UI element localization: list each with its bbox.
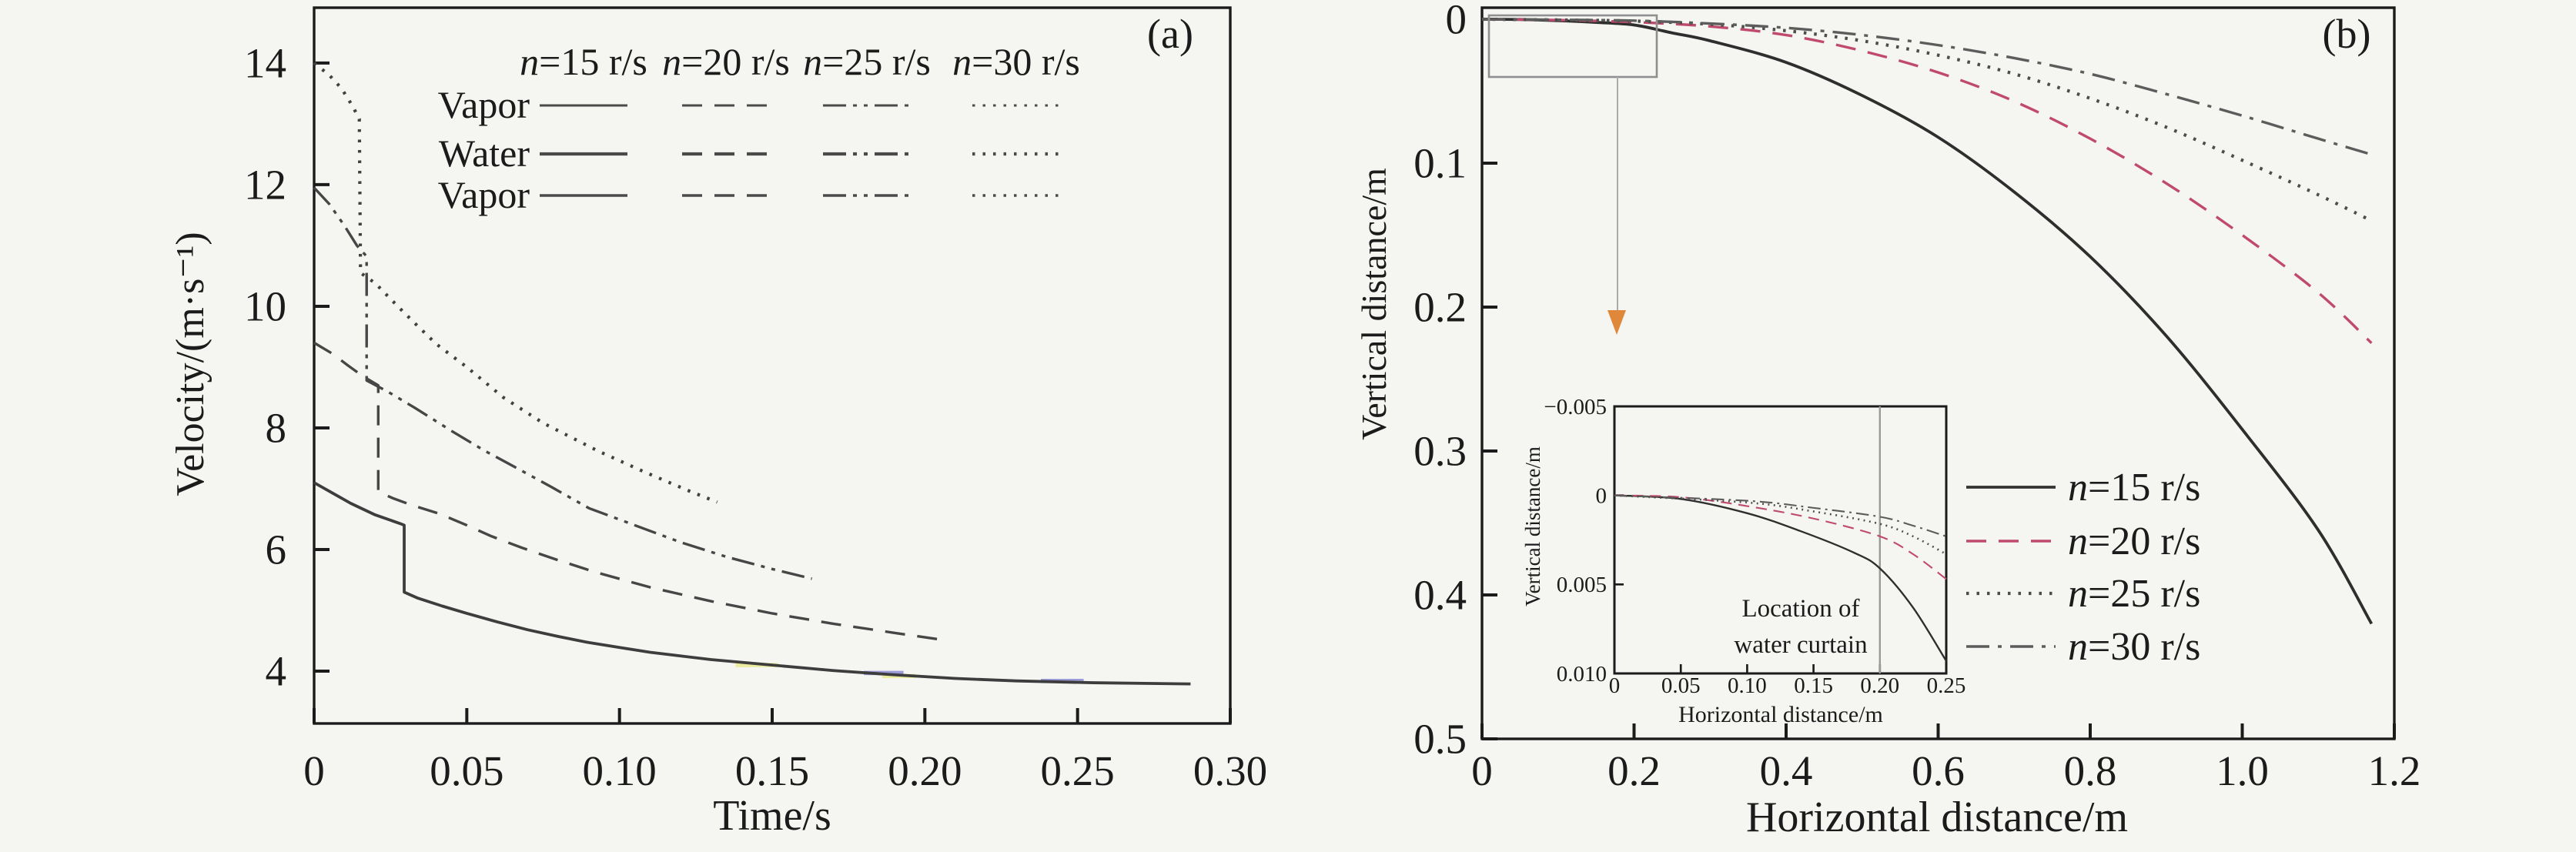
x-tick-label: 1.0 [2216,747,2269,794]
x-tick-label: 0 [1609,673,1621,698]
inset-plot-box [1613,405,1948,675]
series-line-n20rs [1614,494,1947,580]
series-line-n15rs [1614,494,1948,662]
y-tick-label: 10 [244,283,286,330]
x-tick-label: 0.8 [2064,747,2117,794]
legend-a-header-rest: =20 r/s [681,40,790,83]
panel-b-zoom-callout [1487,14,1658,335]
panel-b-label: (b) [2323,11,2371,57]
panel-a-plot-content: 0 0.05 0.10 0.15 0.20 0.25 0.30 4 6 8 10 12 14 [244,40,1267,794]
legend-a-header-var: n [662,40,681,83]
panel-b-plot-content: 0 0.2 0.4 0.6 0.8 1.0 1.2 0 0.1 0.2 0.3 0.4 0.5 [1413,0,2420,794]
panel-a-label: (a) [1147,11,1193,57]
legend-a-header: n=25 r/s [803,40,931,83]
x-tick-label: 1.2 [2368,747,2421,794]
x-tick-label: 0.15 [1794,673,1833,698]
panel-a-x-axis-label: Time/s [713,792,831,840]
legend-a-row-label: Water [439,132,530,175]
series-line-n15rs [313,481,1191,686]
legend-a-header-var: n [952,40,972,83]
legend-b-entry-label: n=20 r/s [2068,520,2200,563]
location-label-line2: water curtain [1734,631,1867,659]
x-tick-label: 0.4 [1760,747,1813,794]
inset-y-axis-label: Vertical distance/m [1521,446,1544,606]
y-tick-label: 12 [244,162,286,209]
y-tick-label: 6 [266,526,287,573]
series-line-n25rs [313,186,812,580]
y-tick-label: 0.005 [1557,573,1607,597]
legend-b-entry-var: n [2068,572,2088,616]
legend-b-entry-var: n [2068,625,2088,669]
inset-x-axis-label: Horizontal distance/m [1678,702,1883,727]
y-tick-label: 4 [266,648,287,695]
location-label-line1: Location of [1741,595,1859,623]
x-tick-label: 0.25 [1041,747,1115,794]
x-tick-label: 0.15 [735,747,809,794]
x-tick-label: 0.6 [1912,747,1965,794]
legend-b-entry-rest: =30 r/s [2088,625,2200,669]
y-tick-label: −0.005 [1544,395,1607,419]
legend-b-entry-rest: =25 r/s [2088,572,2200,616]
y-tick-label: 0 [1446,0,1467,43]
x-tick-label: 0.10 [583,747,657,794]
x-tick-label: 0 [303,747,325,794]
series-line-n25rs [1481,17,2373,222]
y-tick-label: 0.3 [1413,428,1467,475]
panel-a-y-axis-label: Velocity/(m·s⁻¹) [169,232,212,496]
legend-b-entry-rest: =20 r/s [2088,520,2200,563]
series-line-n15rs [1481,18,2374,625]
y-tick-label: 0.5 [1413,716,1467,763]
panel-b-inset: 0 0.05 0.10 0.15 0.20 0.25 −0.005 0 0.005 0.010 H… [1521,395,1965,727]
y-tick-label: 0.010 [1557,662,1607,687]
legend-a-header: n=20 r/s [662,40,790,83]
legend-a-row-label: Vapor [438,83,530,126]
legend-a-header-rest: =30 r/s [972,40,1080,83]
series-line-n20rs [313,341,941,641]
legend-a-header: n=15 r/s [520,40,647,83]
legend-b-entry-label: n=30 r/s [2068,625,2200,669]
x-tick-label: 0.2 [1607,747,1661,794]
series-line-n20rs [1481,18,2373,344]
legend-b-entry-label: n=15 r/s [2068,466,2200,510]
legend-a-header-var: n [803,40,822,83]
legend-b-entry-var: n [2068,520,2088,563]
panel-b-y-axis-label: Vertical distance/m [1354,168,1393,440]
inset-plot-content: 0 0.05 0.10 0.15 0.20 0.25 −0.005 0 0.005 0.010 [1544,395,1965,698]
x-tick-label: 0.05 [430,747,503,794]
legend-a-header-rest: =25 r/s [822,40,931,83]
legend-b-entry-rest: =15 r/s [2088,466,2200,510]
x-tick-label: 0.25 [1927,673,1966,698]
panel-b: 0 0.2 0.4 0.6 0.8 1.0 1.200.10.20.30.40.5 n=15… [1354,0,2420,841]
y-tick-label: 0.1 [1413,140,1467,187]
x-tick-label: 0.20 [1860,673,1899,698]
x-tick-label: 0.05 [1661,673,1701,698]
zoom-region-box [1487,14,1658,79]
legend-a-header-var: n [520,40,539,83]
legend-a-header: n=30 r/s [952,40,1080,83]
y-tick-label: 0.4 [1413,572,1467,619]
series-line-n30rs [1614,494,1947,537]
panel-b-legend: n=15 r/sn=20 r/sn=25 r/sn=30 r/s [1966,466,2200,669]
x-tick-label: 0.30 [1193,747,1267,794]
legend-b-entry-label: n=25 r/s [2068,572,2200,616]
legend-a-row-label: Vapor [438,173,530,216]
legend-b-entry-var: n [2068,466,2088,510]
y-tick-label: 8 [266,405,287,452]
series-line-n30rs [313,62,718,504]
series-line-n30rs [1481,18,2372,156]
panel-a-legend: n=15 r/s n=20 r/s n=25 r/s n=30 r/sVaporWat… [438,40,1080,216]
legend-a-header-rest: =15 r/s [539,40,647,83]
x-tick-label: 0.10 [1728,673,1767,698]
y-tick-label: 0 [1596,484,1607,509]
series-line-n25rs [1614,494,1947,556]
panel-b-x-axis-label: Horizontal distance/m [1746,794,2128,841]
y-tick-label: 14 [244,40,286,87]
y-tick-label: 0.2 [1413,284,1467,331]
x-tick-label: 0 [1471,747,1493,794]
zoom-pointer-arrowhead [1607,310,1626,335]
x-tick-label: 0.20 [888,747,962,794]
